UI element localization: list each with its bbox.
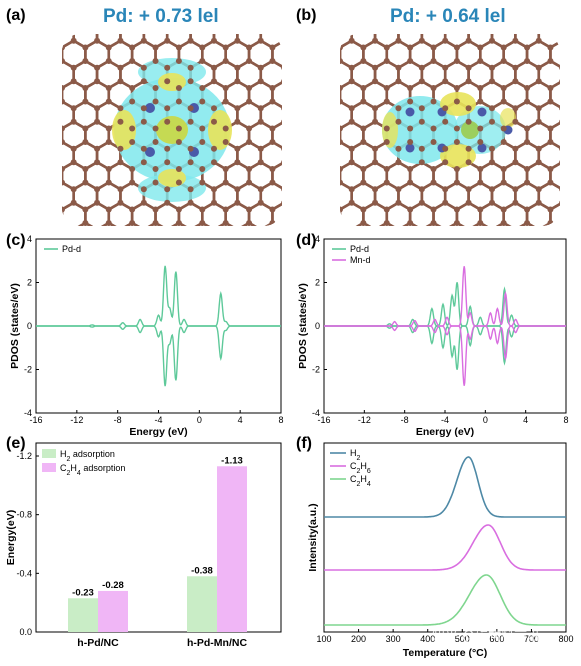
charge-label-b: Pd: + 0.64 lel: [390, 6, 506, 27]
charge-density-structure-a: [62, 34, 282, 226]
x-tick-label: -12: [358, 415, 371, 425]
charge-density-structure-b: [340, 34, 560, 226]
x-tick-label: 4: [523, 415, 528, 425]
x-tick-label: 0: [483, 415, 488, 425]
watermark: 知乎 @碳材料前沿: [432, 628, 540, 644]
y-tick-label: -4: [312, 408, 320, 418]
y-tick-label: -2: [312, 365, 320, 375]
plot-frame: [35, 442, 282, 633]
x-tick-label: -16: [29, 415, 42, 425]
x-tick-label: 8: [278, 415, 283, 425]
bar-c2h4: [98, 590, 128, 632]
x-tick-label: -8: [401, 415, 409, 425]
x-tick-label: 400: [420, 634, 435, 644]
legend-swatch: [42, 463, 56, 472]
panel-label-a: (a): [6, 7, 26, 24]
x-tick-label: -16: [317, 415, 330, 425]
carbon-atoms: [62, 37, 282, 226]
y-tick-label: 0: [315, 321, 320, 331]
y-tick-label: 2: [315, 278, 320, 288]
adsorption-energy-bar-chart: 0.0 -0.4 -0.8 -1.2 Energy(eV) h-Pd/NC -0.23 -0.…: [5, 442, 282, 649]
bar-c2h4: [217, 466, 247, 632]
x-tick-label: -12: [70, 415, 83, 425]
legend-label: H2 adsorption: [60, 449, 115, 463]
category-label: h-Pd-Mn/NC: [187, 637, 247, 649]
panel-label-c: (c): [6, 232, 26, 249]
series-line-pd-d-up: [324, 282, 566, 327]
y-tick-label: -4: [24, 408, 32, 418]
x-tick-label: 4: [238, 415, 243, 425]
panel-label-f: (f): [296, 435, 312, 452]
y-axis-label: PDOS (states/eV): [9, 283, 21, 369]
x-tick-label: 0: [197, 415, 202, 425]
x-tick-label: 600: [489, 634, 504, 644]
panel-label-b: (b): [296, 7, 316, 24]
legend-label: Mn-d: [350, 255, 371, 265]
series-line-c2h6: [324, 524, 566, 571]
x-tick-label: -4: [441, 415, 449, 425]
bar-value-label: -0.38: [191, 565, 213, 576]
y-tick-label: -2: [24, 365, 32, 375]
x-tick-label: 500: [455, 634, 470, 644]
plot-frame: [323, 442, 567, 633]
pdos-chart-pd-mn: -16 -12 -8 -4 0 4 8 -4 -2 0 2 4 Energy (eV) PDOS (sta…: [297, 234, 569, 438]
series-line-pd-d-up: [36, 265, 281, 327]
legend-label: H2: [350, 448, 361, 462]
tpd-chart: 100 200 300 400 500 600 700 800 Temperature (°C)…: [307, 442, 574, 659]
y-tick-label: -0.8: [16, 510, 32, 520]
series-line-h2: [324, 456, 566, 518]
isosurface: [382, 92, 516, 168]
legend-label: C2H4 adsorption: [60, 463, 125, 477]
y-tick-label: -1.2: [16, 451, 32, 461]
y-tick-label: -0.4: [16, 568, 32, 578]
panel-label-e: (e): [6, 435, 26, 452]
x-tick-label: -4: [154, 415, 162, 425]
x-tick-label: 100: [316, 634, 331, 644]
series-line-mn-d-down: [324, 325, 566, 386]
bar-value-label: -0.28: [102, 580, 124, 591]
pdos-chart-pd: -16 -12 -8 -4 0 4 8 -4 -2 0 2 4 Energy (eV) PDOS (sta…: [9, 234, 284, 438]
panel-label-d: (d): [296, 232, 316, 249]
x-tick-label: 8: [563, 415, 568, 425]
carbon-atoms: [340, 37, 560, 226]
y-tick-label: 0.0: [19, 627, 32, 637]
category-label: h-Pd/NC: [77, 637, 119, 649]
legend-label: C2H6: [350, 461, 371, 475]
legend-label: Pd-d: [350, 244, 369, 254]
x-axis-label: Temperature (°C): [403, 647, 488, 659]
bar-h2: [187, 576, 217, 632]
x-tick-label: 800: [558, 634, 573, 644]
bar-value-label: -1.13: [221, 455, 243, 466]
y-axis-label: Intensity(a.u.): [307, 503, 319, 571]
legend-label: Pd-d: [62, 244, 81, 254]
y-tick-label: 4: [315, 234, 320, 244]
y-tick-label: 2: [27, 278, 32, 288]
y-axis-label: Energy(eV): [5, 510, 17, 565]
y-axis-label: PDOS (states/eV): [297, 283, 309, 369]
series-line-pd-d-down: [36, 325, 281, 387]
bar-value-label: -0.23: [72, 587, 94, 598]
x-tick-label: 700: [524, 634, 539, 644]
x-axis-label: Energy (eV): [129, 426, 187, 438]
y-tick-label: 4: [27, 234, 32, 244]
legend-swatch: [42, 449, 56, 458]
series-line-c2h4: [324, 574, 566, 626]
x-tick-label: 200: [351, 634, 366, 644]
bar-h2: [68, 598, 98, 632]
series-line-pd-d-down: [324, 325, 566, 370]
legend-label: C2H4: [350, 474, 371, 488]
charge-label-a: Pd: + 0.73 lel: [103, 6, 219, 27]
x-tick-label: 300: [386, 634, 401, 644]
x-axis-label: Energy (eV): [416, 426, 474, 438]
y-tick-label: 0: [27, 321, 32, 331]
x-tick-label: -8: [114, 415, 122, 425]
